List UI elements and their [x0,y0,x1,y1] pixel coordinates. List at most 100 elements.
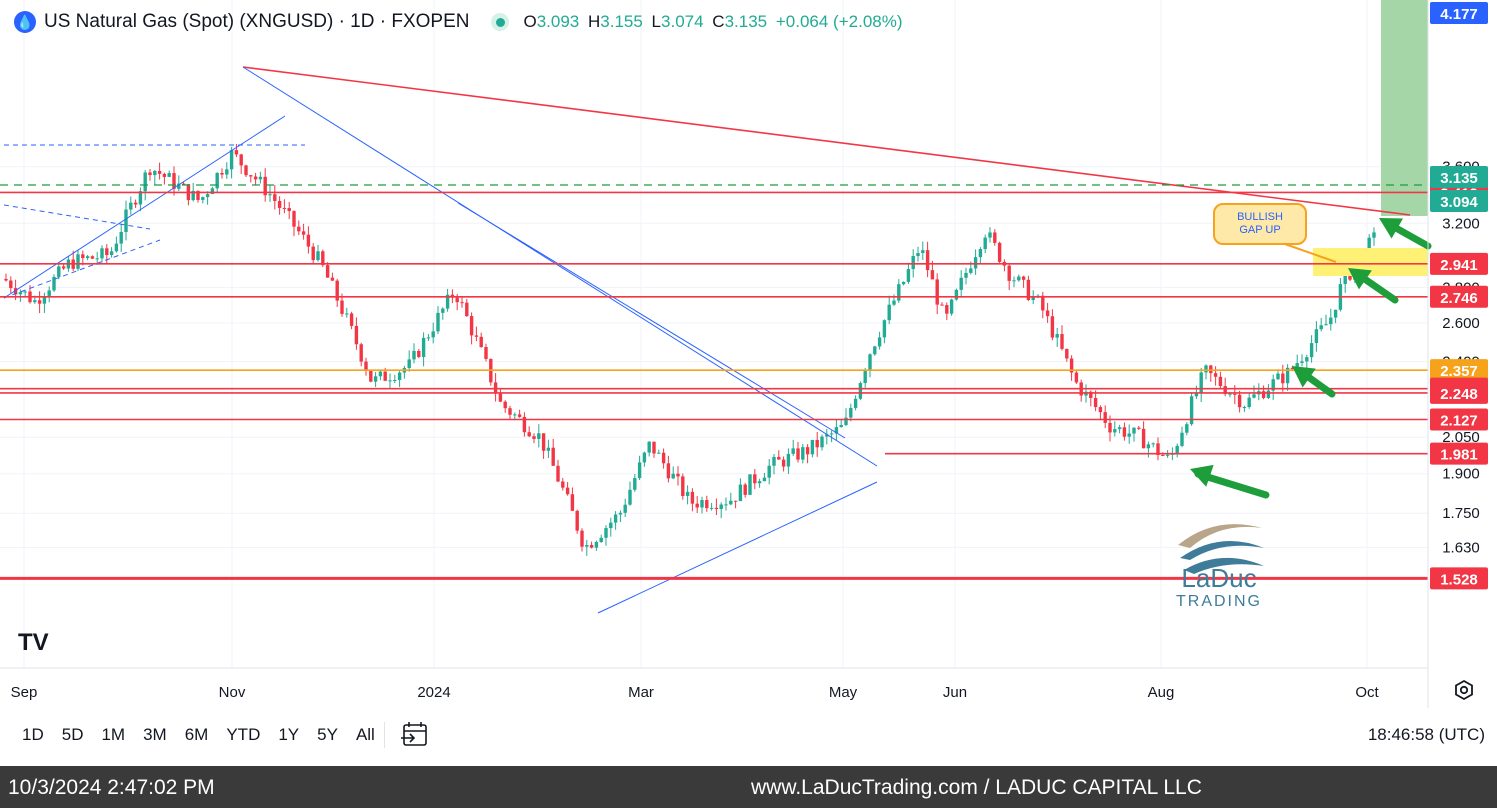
candle-body [637,462,642,479]
candle-body [95,258,99,260]
footer-bar: 10/3/2024 2:47:02 PM www.LaDucTrading.co… [0,766,1497,808]
candle-body [1223,386,1227,395]
price-badge-label: 1.528 [1440,571,1478,588]
candle-body [239,154,243,166]
candle-body [441,308,445,313]
range-3m[interactable]: 3M [143,725,167,744]
y-axis-tick: 1.750 [1442,505,1480,522]
candle-body [114,243,119,252]
candle-body [138,191,143,205]
candle-body [1074,372,1079,383]
swoosh-icon [1184,557,1264,574]
candle-body [815,439,819,448]
candle-body [220,172,224,175]
candle-body [1309,343,1314,358]
candle-body [743,484,747,495]
candle-body [369,370,373,382]
candle-body [532,436,536,439]
calendar-goto-icon[interactable] [398,720,432,750]
candle-body [757,481,762,484]
candle-body [253,176,258,180]
candle-body [249,175,253,177]
candle-body [292,211,296,227]
candle-body [1295,363,1299,369]
candle-body [762,477,767,482]
candle-body [628,489,632,505]
candle-body [801,447,805,460]
candle-body [282,207,287,209]
settings-gear-icon[interactable] [1452,678,1476,702]
candle-body [311,246,315,261]
chart-grid [0,0,1428,668]
utc-clock[interactable]: 18:46:58 (UTC) [1367,725,1485,744]
candle-body [297,226,301,232]
candle-body [1319,325,1323,330]
candle-body [1012,280,1016,282]
candle-body [191,190,195,201]
candle-body [508,408,512,415]
range-1d[interactable]: 1D [22,725,44,744]
candle-body [906,269,911,282]
candle-body [498,393,503,402]
candle-body [647,441,651,453]
callout-text: GAP UP [1239,224,1280,236]
candle-body [119,231,123,244]
watermark-title: LaDuc [1181,563,1256,593]
candle-body [623,504,627,513]
candle-body [1266,390,1271,398]
candle-body [781,459,786,467]
candle-body [791,448,795,454]
range-1y[interactable]: 1Y [278,725,300,744]
candle-body [988,232,992,238]
candle-body [474,335,479,337]
symbol-title[interactable]: US Natural Gas (Spot) (XNGUSD) · 1D · FX… [44,11,470,32]
candle-body [460,302,464,304]
candle-body [1007,265,1011,281]
range-1m[interactable]: 1M [101,725,126,744]
candle-body [657,452,661,454]
x-axis-label: Jun [943,684,967,701]
candle-body [1156,443,1160,456]
candle-body [609,522,613,529]
price-badge [1430,252,1488,275]
candle-body [359,344,363,362]
candle-body [1137,427,1141,429]
candle-body [349,313,354,326]
candle-body [829,433,834,435]
candle-body [1141,428,1146,449]
range-5y[interactable]: 5Y [317,725,338,744]
price-badge-label: 3.135 [1440,170,1478,187]
price-badge-label: 2.127 [1440,413,1478,430]
candle-body [1103,412,1107,423]
candle-body [109,251,114,256]
range-6m[interactable]: 6M [184,725,209,744]
candle-body [9,280,13,289]
candle-body [527,432,531,437]
candle-body [978,249,983,258]
watermark-sub: TRADING [1176,593,1262,610]
range-5d[interactable]: 5D [61,725,84,744]
candle-body [1151,443,1155,445]
candle-body [901,281,906,285]
trend-line [457,202,846,439]
trend-line [597,481,878,614]
y-axis-tick: 3.200 [1442,215,1480,232]
candle-body [1285,367,1290,384]
candle-body [877,337,882,347]
candle-body [537,433,541,439]
candle-body [522,416,527,433]
candle-body [153,170,157,176]
candle-body [1069,358,1074,373]
candle-body [229,150,234,170]
range-ytd[interactable]: YTD [226,725,261,744]
candle-body [234,150,239,155]
candle-body [633,478,637,490]
green-arrow-icon [1292,366,1336,398]
candle-body [1314,329,1319,344]
range-all[interactable]: All [355,725,375,744]
market-status-icon[interactable] [491,13,510,31]
candle-body [1093,397,1098,408]
candle-body [604,528,608,538]
candle-body [546,447,551,451]
